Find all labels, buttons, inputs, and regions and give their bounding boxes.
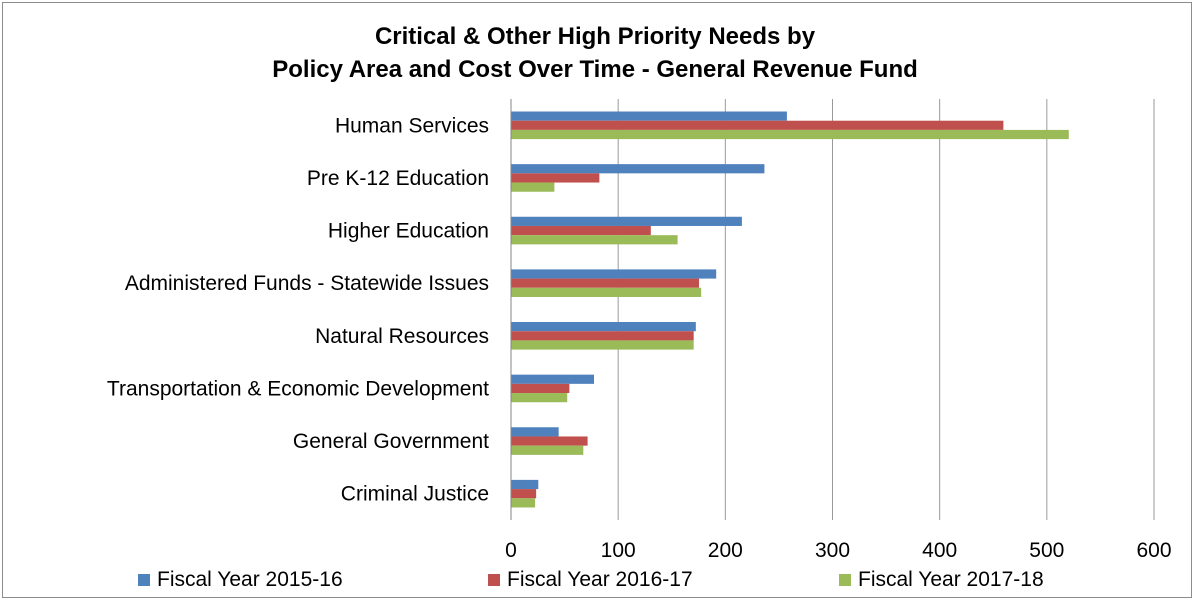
bar <box>511 374 595 384</box>
bar <box>511 498 536 508</box>
bar <box>511 173 600 183</box>
bar <box>511 331 694 341</box>
x-tick-label: 400 <box>922 539 957 562</box>
x-tick-label: 100 <box>601 539 636 562</box>
bar <box>511 445 584 455</box>
bar <box>511 383 570 394</box>
category-label: Pre K-12 Education <box>307 167 489 190</box>
legend-item-series-0: Fiscal Year 2015-16 <box>138 568 343 592</box>
bar <box>511 225 651 236</box>
x-tick-label: 300 <box>815 539 850 562</box>
bar <box>511 182 555 192</box>
bar <box>511 489 537 499</box>
legend-label-series-0: Fiscal Year 2015-16 <box>157 568 343 591</box>
bar <box>511 269 717 279</box>
category-label: Criminal Justice <box>341 483 489 506</box>
bar <box>511 287 702 297</box>
legend-label-series-1: Fiscal Year 2016-17 <box>507 568 693 591</box>
bar <box>511 129 1069 140</box>
bar <box>511 436 588 446</box>
bar <box>511 322 696 332</box>
legend: Fiscal Year 2015-16 Fiscal Year 2016-17 … <box>0 568 1196 596</box>
legend-swatch-series-1 <box>488 574 500 586</box>
x-tick-label: 0 <box>505 539 517 562</box>
bar <box>511 216 742 226</box>
legend-swatch-series-0 <box>138 574 150 586</box>
bar <box>511 393 568 403</box>
bar <box>511 340 694 350</box>
bar <box>511 479 539 490</box>
bar <box>511 235 678 245</box>
x-tick-label: 200 <box>708 539 743 562</box>
category-label: Natural Resources <box>315 325 489 348</box>
category-label: Human Services <box>335 114 489 137</box>
legend-item-series-2: Fiscal Year 2017-18 <box>839 568 1044 592</box>
category-label: Transportation & Economic Development <box>107 377 489 400</box>
category-label: Administered Funds - Statewide Issues <box>125 272 489 295</box>
bar <box>511 278 700 288</box>
category-label: General Government <box>293 430 489 453</box>
legend-label-series-2: Fiscal Year 2017-18 <box>858 568 1044 591</box>
legend-item-series-1: Fiscal Year 2016-17 <box>488 568 693 592</box>
bar <box>511 111 787 121</box>
category-label: Higher Education <box>328 220 489 243</box>
chart-title-line-1: Critical & Other High Priority Needs by <box>374 23 816 50</box>
bar <box>511 120 1004 130</box>
bar <box>511 164 765 174</box>
legend-swatch-series-2 <box>839 574 851 586</box>
bar <box>511 427 559 437</box>
x-tick-label: 600 <box>1136 539 1171 562</box>
chart-title-line-2: Policy Area and Cost Over Time - General… <box>272 56 918 83</box>
x-tick-label: 500 <box>1029 539 1064 562</box>
